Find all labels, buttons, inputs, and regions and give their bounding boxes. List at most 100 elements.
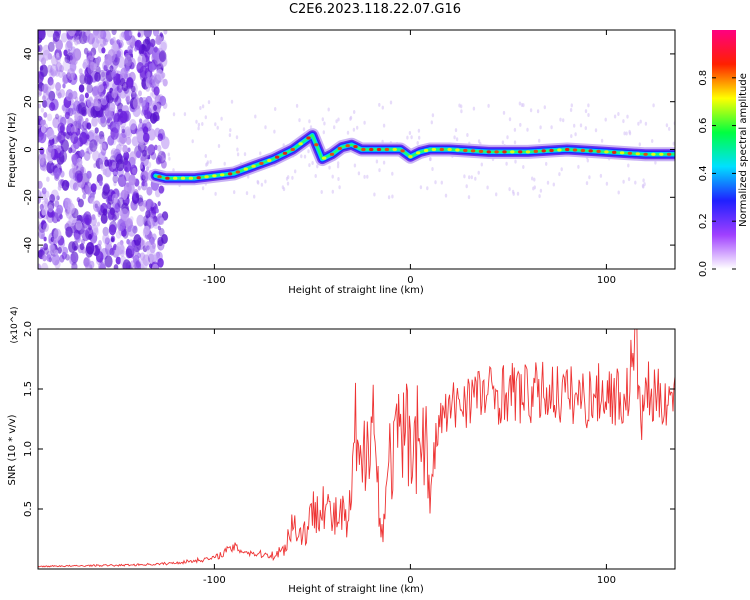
- noise-speck: [209, 159, 212, 164]
- noise-speck: [444, 193, 448, 198]
- noise-speck: [550, 125, 553, 130]
- y-tick-label: 2.0: [23, 321, 34, 337]
- noise-blob: [102, 233, 110, 244]
- noise-blob: [151, 242, 156, 249]
- noise-speck: [273, 129, 276, 134]
- noise-speck: [470, 175, 473, 180]
- noise-blob: [86, 122, 92, 130]
- noise-speck: [363, 174, 366, 179]
- x-tick-label: 0: [407, 275, 413, 286]
- noise-blob: [92, 85, 101, 99]
- noise-speck: [191, 139, 194, 144]
- noise-speck: [538, 194, 541, 199]
- noise-blob: [50, 237, 54, 242]
- noise-blob: [38, 229, 45, 240]
- noise-blob: [128, 30, 133, 37]
- noise-blob: [141, 174, 146, 181]
- ridge-peak: [180, 176, 186, 180]
- noise-blob: [39, 203, 44, 211]
- ridge-peak: [541, 149, 546, 153]
- noise-blob: [41, 125, 46, 133]
- noise-blob: [145, 71, 154, 84]
- noise-speck: [337, 177, 340, 181]
- noise-blob: [74, 96, 79, 102]
- noise-blob: [91, 214, 96, 221]
- noise-speck: [243, 152, 247, 157]
- noise-blob: [38, 71, 44, 84]
- noise-blob: [91, 117, 98, 127]
- noise-speck: [356, 125, 359, 130]
- ridge-peak: [596, 149, 601, 153]
- noise-blob: [91, 37, 100, 49]
- noise-speck: [639, 119, 642, 124]
- noise-blob: [86, 170, 92, 179]
- noise-speck: [199, 106, 202, 110]
- noise-blob: [59, 65, 64, 73]
- noise-blob: [135, 192, 140, 199]
- noise-speck: [302, 127, 306, 132]
- ridge-peak: [282, 151, 288, 155]
- noise-speck: [387, 195, 391, 200]
- noise-speck: [511, 189, 515, 194]
- noise-speck: [487, 103, 490, 108]
- noise-blob: [111, 193, 118, 203]
- noise-blob: [43, 236, 47, 242]
- noise-speck: [429, 157, 432, 162]
- noise-speck: [353, 163, 357, 168]
- noise-speck: [634, 180, 637, 185]
- spectrogram-ylabel: Frequency (Hz): [7, 112, 18, 188]
- y-tick-label: 0: [23, 146, 34, 152]
- noise-blob: [117, 218, 126, 232]
- noise-speck: [328, 165, 331, 170]
- noise-blob: [139, 164, 143, 169]
- ridge-peak: [627, 151, 633, 155]
- ridge-peak: [329, 152, 335, 156]
- noise-blob: [57, 92, 62, 99]
- noise-blob: [43, 83, 49, 92]
- noise-blob: [77, 118, 82, 125]
- noise-blob: [121, 128, 125, 134]
- noise-blob: [120, 189, 128, 201]
- noise-blob: [43, 112, 48, 118]
- noise-speck: [352, 127, 356, 132]
- noise-blob: [65, 132, 71, 140]
- noise-blob: [152, 254, 158, 262]
- noise-blob: [44, 197, 49, 204]
- noise-blob: [45, 86, 52, 96]
- noise-blob: [41, 219, 46, 227]
- noise-blob: [128, 174, 136, 186]
- noise-speck: [538, 138, 541, 143]
- noise-blob: [57, 184, 62, 191]
- chart-title: C2E6.2023.118.22.07.G16: [288, 2, 462, 17]
- noise-blob: [59, 213, 63, 220]
- spectrogram-heatmap: [38, 30, 675, 269]
- noise-speck: [463, 174, 466, 179]
- noise-blob: [155, 35, 162, 45]
- noise-speck: [338, 185, 341, 190]
- noise-blob: [38, 221, 42, 229]
- noise-blob: [102, 38, 108, 46]
- noise-speck: [454, 128, 458, 133]
- noise-blob: [106, 117, 113, 127]
- noise-blob: [89, 139, 98, 152]
- noise-blob: [119, 78, 126, 87]
- noise-blob: [71, 240, 79, 251]
- noise-speck: [417, 128, 421, 133]
- noise-blob: [70, 131, 79, 144]
- ridge-peak: [376, 147, 382, 152]
- noise-blob: [92, 106, 100, 118]
- noise-blob: [43, 243, 48, 251]
- noise-speck: [539, 188, 543, 193]
- noise-blob: [142, 126, 149, 135]
- ridge-peak: [361, 147, 366, 152]
- noise-blob: [125, 218, 133, 230]
- noise-blob: [138, 48, 143, 56]
- ridge-peak: [525, 150, 531, 154]
- noise-blob: [39, 71, 45, 81]
- noise-blob: [123, 83, 127, 89]
- noise-speck: [472, 106, 476, 111]
- noise-speck: [531, 176, 534, 181]
- noise-blob: [144, 36, 151, 45]
- noise-blob: [156, 155, 163, 165]
